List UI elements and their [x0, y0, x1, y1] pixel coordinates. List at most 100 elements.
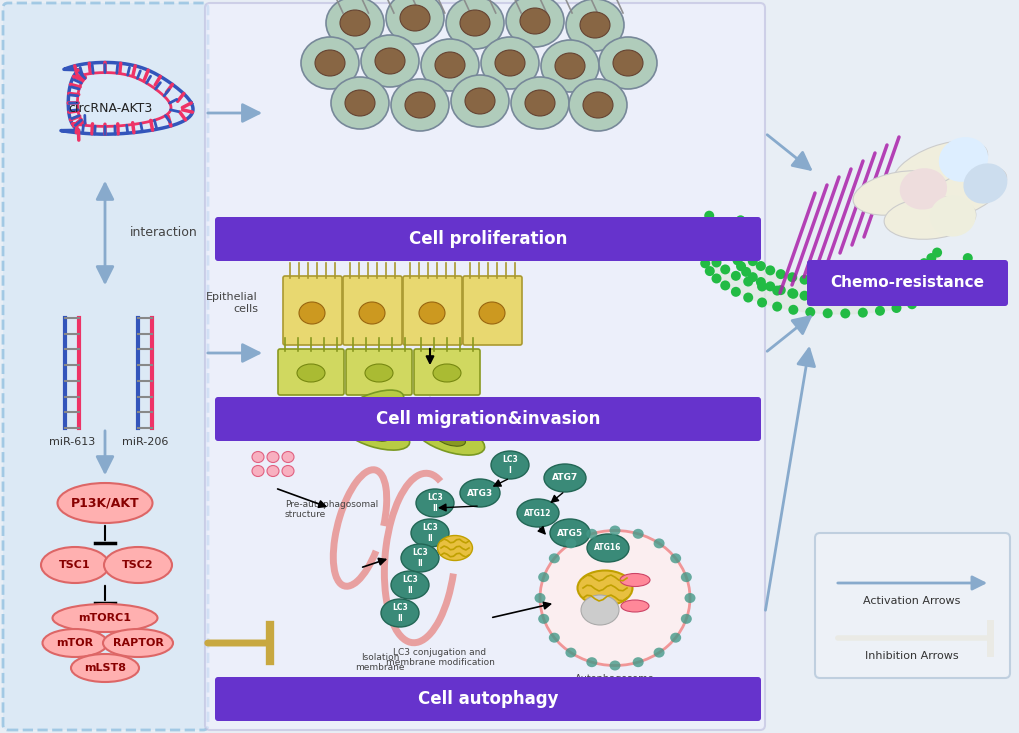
Ellipse shape: [906, 299, 916, 309]
Ellipse shape: [699, 235, 709, 244]
Ellipse shape: [699, 243, 709, 252]
Ellipse shape: [839, 278, 848, 287]
Ellipse shape: [301, 37, 359, 89]
Ellipse shape: [736, 246, 745, 255]
Ellipse shape: [494, 50, 525, 76]
Ellipse shape: [743, 292, 752, 303]
FancyBboxPatch shape: [463, 276, 522, 345]
Ellipse shape: [799, 291, 809, 301]
Ellipse shape: [697, 251, 707, 260]
Ellipse shape: [899, 168, 946, 210]
Ellipse shape: [538, 614, 548, 624]
Ellipse shape: [653, 648, 664, 658]
Ellipse shape: [788, 289, 798, 299]
Ellipse shape: [539, 531, 689, 666]
Ellipse shape: [839, 293, 848, 303]
Ellipse shape: [586, 528, 597, 539]
Ellipse shape: [755, 261, 765, 271]
FancyBboxPatch shape: [414, 349, 480, 395]
Ellipse shape: [747, 256, 757, 266]
Ellipse shape: [697, 235, 707, 244]
Ellipse shape: [609, 660, 620, 671]
Ellipse shape: [71, 654, 139, 682]
Ellipse shape: [609, 526, 620, 536]
Ellipse shape: [548, 553, 559, 564]
Ellipse shape: [945, 283, 955, 293]
Ellipse shape: [918, 258, 928, 268]
Ellipse shape: [962, 163, 1007, 204]
Ellipse shape: [704, 266, 714, 276]
Ellipse shape: [344, 90, 375, 116]
Ellipse shape: [460, 10, 489, 36]
Text: Autophagosome: Autophagosome: [575, 674, 654, 685]
Ellipse shape: [697, 226, 707, 237]
Ellipse shape: [920, 279, 930, 289]
Ellipse shape: [910, 263, 919, 273]
Ellipse shape: [632, 658, 643, 667]
Ellipse shape: [955, 260, 964, 270]
Ellipse shape: [811, 292, 821, 303]
Ellipse shape: [730, 243, 740, 254]
Text: ATG7: ATG7: [551, 474, 578, 482]
Ellipse shape: [933, 290, 944, 299]
Ellipse shape: [852, 277, 861, 287]
Text: ATG3: ATG3: [467, 488, 492, 498]
Ellipse shape: [340, 416, 410, 450]
Ellipse shape: [799, 275, 809, 284]
Ellipse shape: [719, 281, 730, 290]
Ellipse shape: [281, 452, 293, 463]
Ellipse shape: [669, 633, 681, 643]
Ellipse shape: [315, 50, 344, 76]
Ellipse shape: [621, 600, 648, 612]
Text: P13K/AKT: P13K/AKT: [70, 496, 140, 509]
Text: RAPTOR: RAPTOR: [112, 638, 163, 648]
Text: Cell autophagy: Cell autophagy: [418, 690, 557, 708]
Text: ATG5: ATG5: [556, 528, 583, 537]
Ellipse shape: [962, 253, 972, 263]
Ellipse shape: [569, 79, 627, 131]
Ellipse shape: [493, 414, 526, 428]
Ellipse shape: [437, 536, 472, 561]
Ellipse shape: [434, 430, 465, 446]
Text: ATG12: ATG12: [524, 509, 551, 517]
Ellipse shape: [612, 50, 642, 76]
Ellipse shape: [479, 302, 504, 324]
Ellipse shape: [400, 544, 438, 572]
FancyBboxPatch shape: [342, 276, 401, 345]
Ellipse shape: [933, 273, 944, 283]
Ellipse shape: [583, 92, 612, 118]
Ellipse shape: [697, 243, 707, 252]
Ellipse shape: [269, 402, 340, 432]
Ellipse shape: [892, 141, 986, 195]
Ellipse shape: [549, 519, 589, 547]
Ellipse shape: [877, 290, 888, 299]
Text: LC3
II: LC3 II: [391, 603, 408, 623]
Ellipse shape: [103, 629, 173, 657]
Text: Cell migration&invasion: Cell migration&invasion: [375, 410, 599, 428]
Ellipse shape: [577, 570, 632, 605]
Text: Isolation
membrane: Isolation membrane: [355, 653, 405, 672]
Ellipse shape: [857, 308, 867, 317]
Text: LC3
I: LC3 I: [501, 455, 518, 475]
Ellipse shape: [857, 292, 867, 302]
Ellipse shape: [731, 270, 740, 281]
Ellipse shape: [481, 37, 538, 89]
Ellipse shape: [889, 287, 899, 296]
Ellipse shape: [375, 48, 405, 74]
Text: Inhibition Arrows: Inhibition Arrows: [864, 651, 958, 661]
Ellipse shape: [900, 267, 910, 277]
Ellipse shape: [297, 364, 325, 382]
Ellipse shape: [864, 292, 874, 301]
Ellipse shape: [267, 465, 279, 476]
Ellipse shape: [755, 277, 765, 287]
Ellipse shape: [339, 10, 370, 36]
Ellipse shape: [811, 276, 821, 287]
Ellipse shape: [787, 288, 797, 298]
Ellipse shape: [474, 407, 545, 435]
FancyBboxPatch shape: [205, 3, 764, 730]
FancyBboxPatch shape: [215, 677, 760, 721]
Ellipse shape: [736, 261, 745, 271]
Ellipse shape: [741, 251, 750, 261]
Ellipse shape: [267, 452, 279, 463]
Ellipse shape: [411, 519, 448, 547]
